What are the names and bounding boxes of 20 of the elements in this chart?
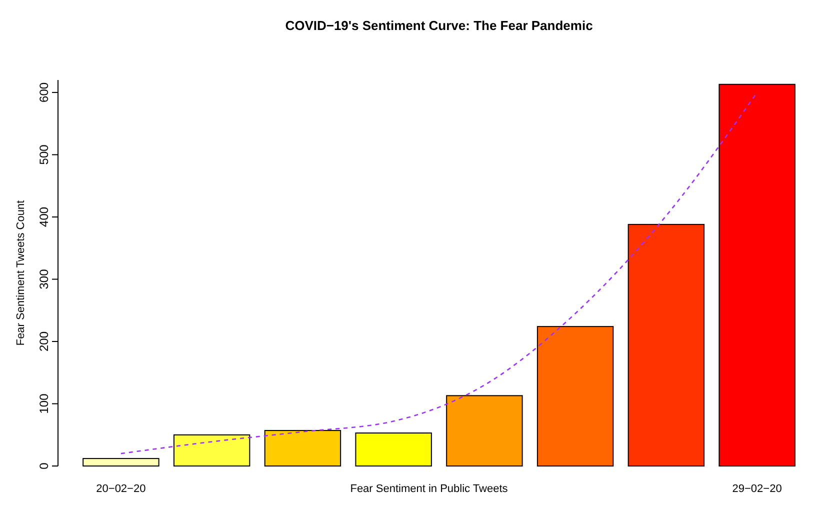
x-tick-label: 20−02−20 <box>96 483 146 495</box>
x-tick-label: 29−02−20 <box>732 483 782 495</box>
y-tick-label: 600 <box>37 82 51 102</box>
y-tick-label: 500 <box>37 144 51 165</box>
y-tick-label: 400 <box>37 206 51 227</box>
bar <box>446 395 523 466</box>
x-axis-title: Fear Sentiment in Public Tweets <box>350 483 508 495</box>
y-tick-label: 200 <box>37 331 51 352</box>
bar <box>536 326 614 466</box>
bar <box>82 458 160 466</box>
bar <box>264 430 342 466</box>
bar <box>628 224 705 466</box>
chart-title: COVID−19's Sentiment Curve: The Fear Pandemic <box>285 18 593 33</box>
y-tick-label: 100 <box>37 393 51 414</box>
bar <box>718 84 796 466</box>
bar <box>173 434 250 466</box>
bar <box>355 432 432 466</box>
y-tick-label: 0 <box>37 462 51 470</box>
y-axis-title: Fear Sentiment Tweets Count <box>15 200 27 346</box>
y-tick-label: 300 <box>37 268 51 290</box>
